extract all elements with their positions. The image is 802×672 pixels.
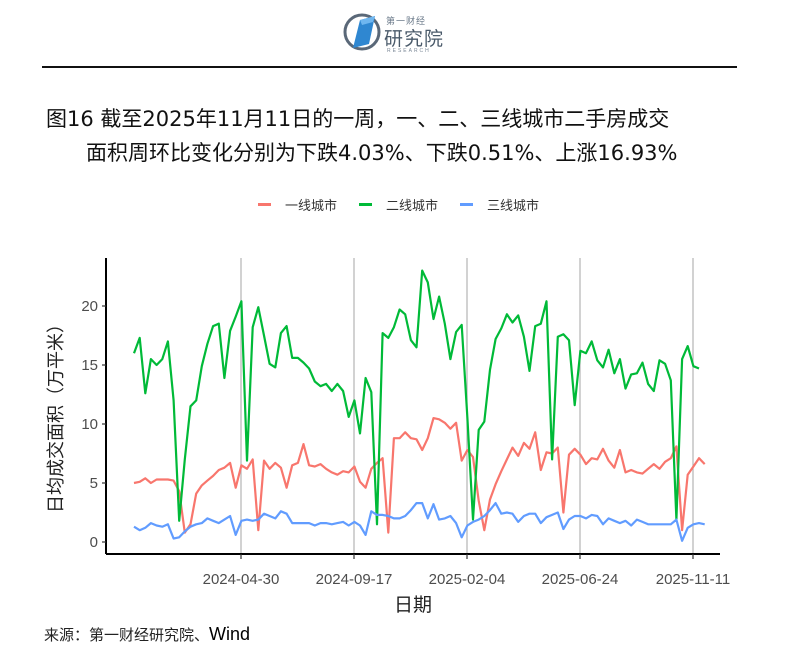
chart-axes [102, 258, 720, 559]
y-tick-label: 15 [81, 357, 98, 374]
figure-title-line2: 面积周环比变化分别为下跌4.03%、下跌0.51%、上涨16.93% [86, 141, 678, 165]
chart-series [132, 269, 706, 542]
legend-label-tier3: 三线城市 [487, 199, 540, 214]
figure-title-line1: 图16 截至2025年11月11日的一周，一、二、三线城市二手房成交 [46, 107, 670, 131]
source-note: 来源：第一财经研究院、Wind [44, 624, 250, 645]
legend-swatch-tier2 [359, 203, 373, 206]
x-axis-label: 日期 [394, 594, 432, 616]
y-axis-label: 日均成交面积（万平米） [46, 315, 67, 513]
chart-legend: 一线城市 二线城市 三线城市 [258, 195, 561, 214]
series-line-3 [133, 502, 705, 542]
legend-item-tier1: 一线城市 [258, 195, 337, 214]
logo-icon [343, 13, 381, 51]
x-tick-label: 2025-02-04 [429, 571, 506, 588]
series-line-1 [133, 417, 706, 534]
source-wind: Wind [209, 624, 251, 644]
y-tick-label: 20 [81, 298, 98, 315]
logo-text-sub: RESEARCH [387, 48, 431, 54]
logo: 第一财经 研究院 RESEARCH [343, 8, 453, 54]
legend-swatch-tier1 [258, 203, 271, 206]
logo-text-main: 研究院 [384, 28, 445, 50]
legend-swatch-tier3 [460, 203, 474, 206]
y-tick-label: 10 [81, 416, 98, 433]
figure-title: 图16 截至2025年11月11日的一周，一、二、三线城市二手房成交 面积周环比… [46, 102, 766, 170]
source-prefix: 来源：第一财经研究院、 [44, 626, 210, 644]
y-tick-label: 0 [90, 534, 98, 551]
x-tick-label: 2024-09-17 [316, 571, 393, 588]
x-tick-label: 2025-11-11 [656, 571, 731, 588]
legend-label-tier1: 一线城市 [285, 199, 338, 214]
legend-item-tier2: 二线城市 [359, 195, 438, 214]
chart-tick-labels: 0 5 10 15 20 2024-04-30 2024-09-17 2025-02-04 20… [81, 298, 730, 588]
series-line-2 [132, 269, 700, 526]
legend-item-tier3: 三线城市 [460, 195, 539, 214]
logo-text-top: 第一财经 [386, 17, 427, 27]
chart-gridlines [240, 258, 694, 554]
y-tick-label: 5 [90, 475, 98, 492]
header-divider [42, 66, 737, 68]
x-tick-label: 2024-04-30 [203, 571, 280, 588]
x-tick-label: 2025-06-24 [542, 571, 619, 588]
legend-label-tier2: 二线城市 [386, 199, 439, 214]
